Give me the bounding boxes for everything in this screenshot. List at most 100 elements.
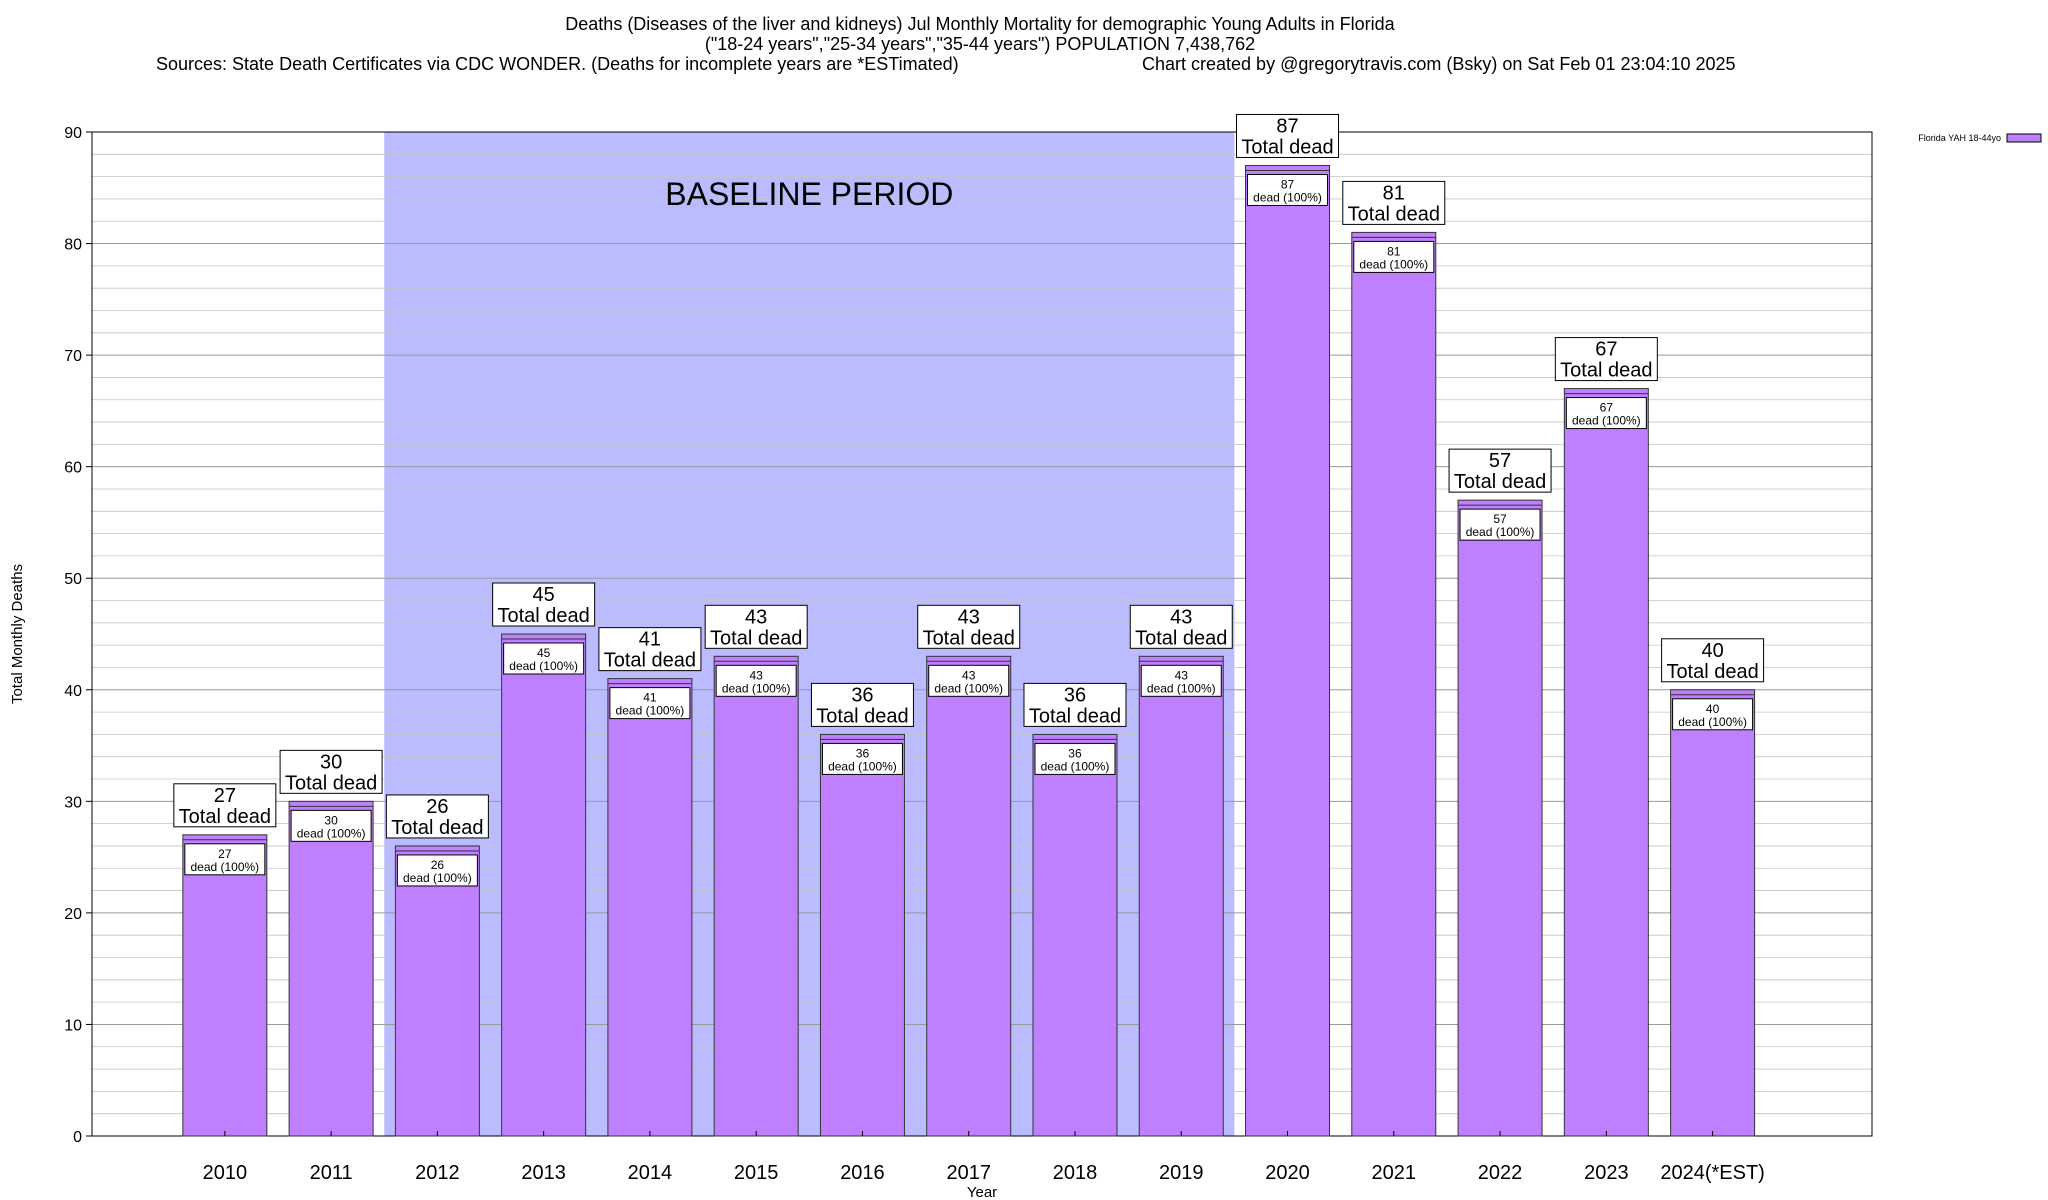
bar-inner-label-box (1353, 240, 1435, 273)
bar-total-label: Total dead (1560, 360, 1652, 382)
title-line-1: Deaths (Diseases of the liver and kidney… (565, 14, 1395, 34)
bar-inner-label: dead (100%) (934, 681, 1003, 695)
bar-inner-label-box (1459, 508, 1541, 541)
bar-total-value: 36 (1064, 684, 1086, 706)
bar-inner-value: 87 (1281, 177, 1295, 191)
x-tick-label: 2012 (415, 1162, 460, 1184)
bar-total-label-box (1342, 180, 1446, 225)
y-tick-label: 80 (64, 237, 82, 254)
bar-inner-label-box (184, 843, 266, 876)
y-tick-label: 60 (64, 460, 82, 477)
bar-total-label: Total dead (285, 772, 377, 794)
y-tick-label: 50 (64, 571, 82, 588)
bar-total-label: Total dead (1029, 705, 1121, 727)
bar-total-label: Total dead (497, 605, 589, 627)
x-tick-label: 2024(*EST) (1660, 1162, 1765, 1184)
bar-total-label-box (279, 749, 383, 794)
bar-total-value: 81 (1383, 182, 1405, 204)
bar-total-label-box (917, 604, 1021, 649)
bar (1032, 733, 1118, 1137)
bar-inner-value: 81 (1387, 244, 1401, 258)
bar-inner-label-box (1672, 698, 1754, 731)
bar-total-value: 57 (1489, 450, 1511, 472)
bar (819, 733, 905, 1137)
bar (1245, 164, 1331, 1137)
y-axis-label: Total Monthly Deaths (9, 564, 26, 704)
bar-inner-value: 43 (1175, 668, 1189, 682)
bar (713, 655, 799, 1137)
bar-inner-value: 27 (218, 847, 232, 861)
bar-total-value: 67 (1595, 339, 1617, 361)
bar-total-label: Total dead (1666, 661, 1758, 683)
bar (1457, 499, 1543, 1137)
bar-total-value: 40 (1701, 640, 1723, 662)
bar-total-label-box (1661, 638, 1765, 683)
bar-inner-value: 45 (537, 646, 551, 660)
bar-total-value: 27 (214, 785, 236, 807)
bar-total-label: Total dead (604, 650, 696, 672)
sources-note: Sources: State Death Certificates via CD… (156, 54, 959, 74)
bar-inner-label: dead (100%) (190, 860, 259, 874)
bar-inner-label-box (396, 854, 478, 887)
bar (1670, 689, 1756, 1137)
bar-inner-label: dead (100%) (1147, 681, 1216, 695)
x-tick-label: 2019 (1159, 1162, 1204, 1184)
bar-total-label: Total dead (923, 627, 1015, 649)
bar-total-value: 43 (745, 606, 767, 628)
bar-inner-label-box (1565, 397, 1647, 430)
bar (394, 845, 480, 1137)
bar-total-label: Total dead (1348, 203, 1440, 225)
x-tick-label: 2016 (840, 1162, 885, 1184)
legend-label: Florida YAH 18-44yo (1918, 133, 2001, 143)
bar-inner-label-box (1034, 742, 1116, 775)
bar-total-label-box (598, 627, 702, 672)
bar-inner-value: 36 (1068, 746, 1082, 760)
bar-total-label-box (492, 582, 596, 627)
y-tick-label: 10 (64, 1017, 82, 1034)
x-tick-label: 2017 (946, 1162, 991, 1184)
bar-inner-label-box (290, 809, 372, 842)
bar-inner-label-box (609, 687, 691, 720)
bar-inner-label-box (1247, 173, 1329, 206)
bar-inner-label-box (821, 742, 903, 775)
bar-inner-value: 57 (1493, 512, 1507, 526)
bar-total-value: 36 (851, 684, 873, 706)
bar-total-label-box (173, 783, 277, 828)
x-tick-label: 2013 (521, 1162, 566, 1184)
x-tick-label: 2023 (1584, 1162, 1629, 1184)
bar-inner-value: 43 (749, 668, 763, 682)
bar-total-value: 26 (426, 796, 448, 818)
bar-inner-label: dead (100%) (828, 759, 897, 773)
bar-inner-label: dead (100%) (616, 704, 685, 718)
title-line-2: ("18-24 years","25-34 years","35-44 year… (704, 34, 1256, 54)
bar-inner-label: dead (100%) (1041, 759, 1110, 773)
bar-total-label: Total dead (1135, 627, 1227, 649)
bar-inner-label: dead (100%) (1253, 190, 1322, 204)
bar-inner-label-box (928, 664, 1010, 697)
bar (182, 834, 268, 1137)
y-tick-label: 20 (64, 906, 82, 923)
bar-total-label: Total dead (179, 806, 271, 828)
bar-inner-label: dead (100%) (722, 681, 791, 695)
y-tick-label: 30 (64, 794, 82, 811)
chart-title: Deaths (Diseases of the liver and kidney… (0, 14, 1960, 54)
bar-inner-value: 40 (1706, 702, 1720, 716)
bar-inner-label: dead (100%) (403, 871, 472, 885)
bar-total-label-box (704, 604, 808, 649)
bar-total-value: 43 (1170, 606, 1192, 628)
bar-inner-label-box (503, 642, 585, 675)
bar-total-label-box (1554, 337, 1658, 382)
x-tick-label: 2018 (1053, 1162, 1098, 1184)
x-tick-label: 2010 (203, 1162, 248, 1184)
bar-inner-value: 36 (856, 746, 870, 760)
y-tick-label: 0 (73, 1129, 82, 1146)
bar-total-value: 87 (1276, 115, 1298, 137)
bar-total-label-box (385, 794, 489, 839)
bar-inner-value: 26 (431, 858, 445, 872)
bar-total-label: Total dead (391, 817, 483, 839)
bar-inner-label: dead (100%) (297, 826, 366, 840)
bar-inner-label: dead (100%) (1678, 715, 1747, 729)
y-tick-label: 40 (64, 683, 82, 700)
bar-inner-label-box (715, 664, 797, 697)
legend-swatch (2006, 133, 2042, 143)
